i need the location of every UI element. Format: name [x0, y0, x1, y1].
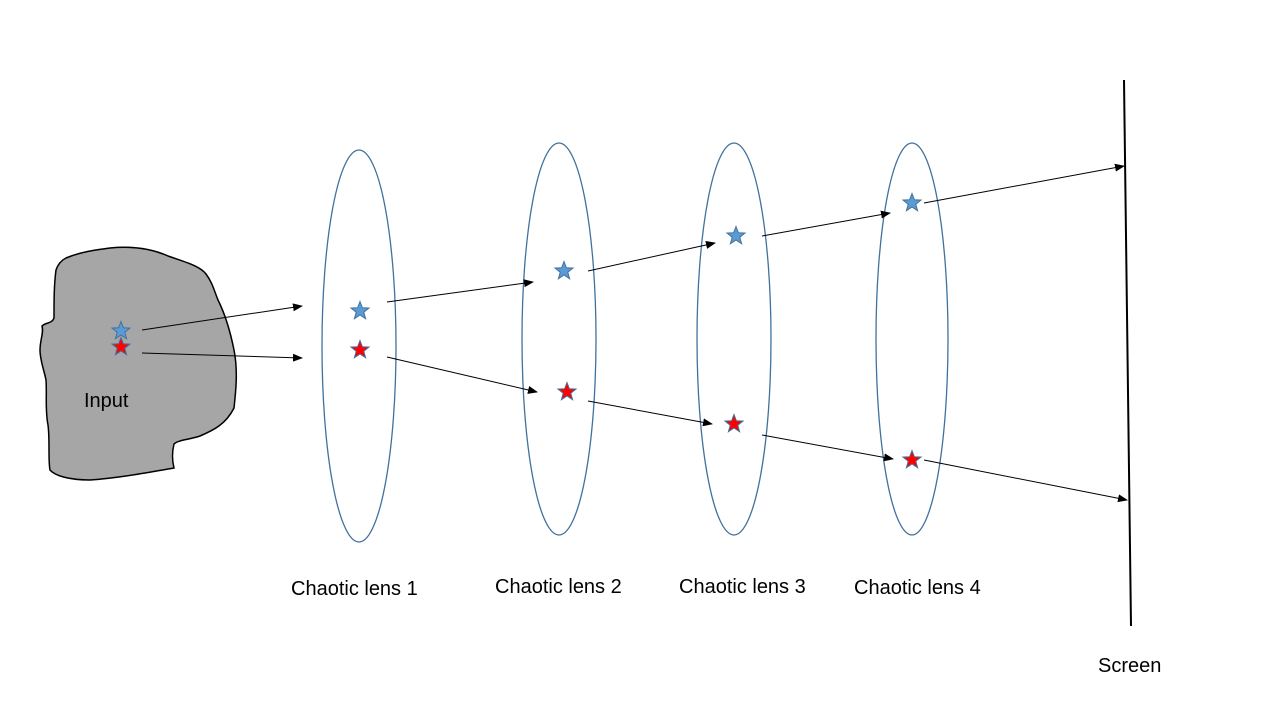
- red-star-icon: [110, 336, 132, 356]
- blue-ray-arrow: [761, 210, 891, 237]
- red-star-icon: [556, 381, 578, 401]
- lens-label-3: Chaotic lens 3: [679, 576, 806, 598]
- chaotic-lens-1: [321, 149, 397, 543]
- red-ray-arrow: [141, 352, 303, 362]
- red-ray-arrow: [587, 400, 713, 427]
- lens-label-1: Chaotic lens 1: [291, 578, 418, 600]
- blue-star-icon: [349, 300, 371, 320]
- chaotic-lens-2: [521, 142, 597, 536]
- red-star-icon: [901, 449, 923, 469]
- blue-ray-arrow: [923, 163, 1125, 204]
- blue-star-icon: [901, 192, 923, 212]
- red-ray-arrow: [386, 356, 538, 394]
- input-label: Input: [84, 390, 129, 412]
- red-star-icon: [349, 339, 371, 359]
- lens-label-4: Chaotic lens 4: [854, 577, 981, 599]
- chaotic-lens-3: [696, 142, 772, 536]
- blue-star-icon: [553, 260, 575, 280]
- blue-star-icon: [725, 225, 747, 245]
- blue-ray-arrow: [587, 241, 716, 272]
- input-object: [39, 246, 238, 481]
- red-ray-arrow: [923, 459, 1128, 503]
- chaotic-lens-4: [875, 142, 949, 536]
- star-markers: [110, 192, 923, 469]
- blue-ray-arrow: [141, 303, 303, 331]
- lens-label-2: Chaotic lens 2: [495, 576, 622, 598]
- screen-label: Screen: [1098, 655, 1162, 677]
- screen-line: [1123, 79, 1132, 627]
- red-ray-arrow: [761, 434, 894, 462]
- red-star-icon: [723, 413, 745, 433]
- blue-star-icon: [110, 320, 132, 340]
- blue-ray-arrow: [386, 279, 534, 303]
